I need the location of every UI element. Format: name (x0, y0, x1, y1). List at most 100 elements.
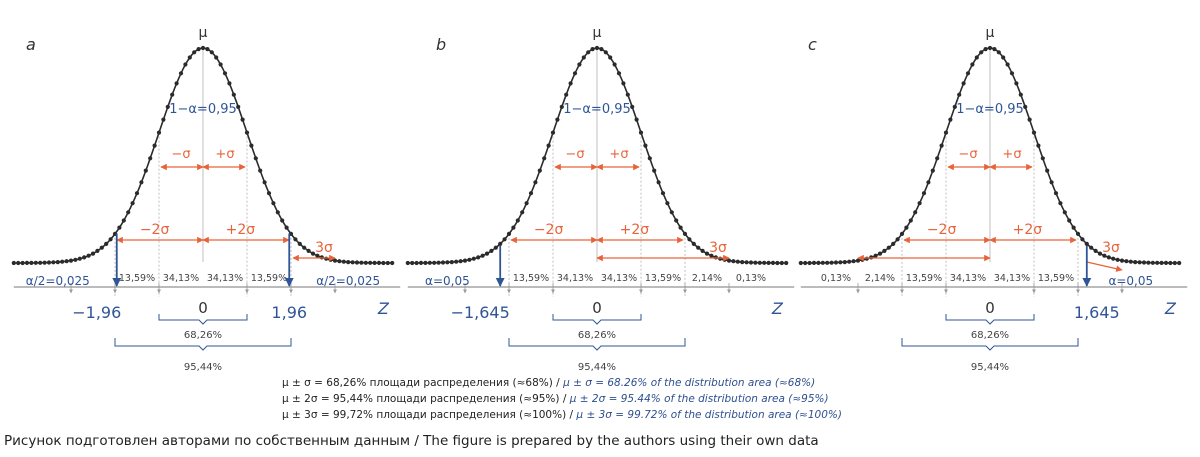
panel-b-curve-dots (405, 45, 789, 266)
panel-c-curve-dot (1146, 260, 1151, 265)
panel-c-curve-dot (1058, 201, 1063, 206)
panel-c-curve-dot (1023, 104, 1028, 109)
panel-c-three-sigma-tail-arrow (1086, 261, 1123, 272)
panel-a-curve-dot (108, 237, 113, 242)
panel-a-curve-dot (385, 260, 390, 266)
panel-c-curve-dot (886, 245, 891, 250)
panel-c-curve-dot (1040, 156, 1045, 161)
panel-b-percent-label: 34,13% (601, 273, 637, 284)
panel-c-curve-dot (1159, 260, 1164, 265)
panel-b-zero-label: 0 (592, 299, 602, 317)
panel-b-curve-dot (476, 255, 481, 260)
panel-b-curve-dot (652, 168, 657, 173)
panel-c-curve-dot (1018, 92, 1023, 97)
panel-c-curve-dot (1097, 251, 1103, 256)
panel-a-zero-label: 0 (198, 299, 208, 317)
panel-b-curve-dot (603, 50, 608, 55)
panel-b-curve-dot (440, 260, 446, 265)
panel-a-curve-dot (183, 62, 188, 67)
panel-a-curve-dot (178, 71, 184, 76)
panel-b-percent-label: 2,14% (692, 273, 722, 284)
panel-a-outer-brace (114, 338, 292, 351)
panel-c-curve-dot (798, 260, 803, 266)
panel-a-curve-dot (139, 180, 144, 185)
panel-c-curve-dot (974, 55, 979, 60)
panel-a-z-label: Z (377, 299, 390, 318)
panel-a-percent-label: 34,13% (163, 273, 199, 284)
panel-a-curve-dot (42, 260, 47, 265)
panel-b-inner-brace-label: 68,26% (578, 330, 616, 341)
panel-c-curve-dot (1177, 260, 1182, 266)
panel-c-plus-sigma-label: +σ (1002, 147, 1021, 162)
panel-c-curve-dot (908, 218, 913, 223)
panel-c-mu: μ (986, 25, 995, 41)
panel-b-curve-dot (410, 260, 415, 266)
panel-c-curve-dot (1049, 180, 1054, 185)
panel-c-right-tail-label: α=0,05 (1108, 274, 1153, 288)
panel-c-curve-dot (965, 71, 971, 76)
panel-b-curve-dot (555, 117, 560, 122)
panel-a-curve-dot (86, 253, 91, 258)
panel-b-curve-dot (484, 251, 490, 256)
panel-c-curve-dot (855, 258, 861, 263)
panel-a-curve-dot (302, 245, 307, 250)
panel-c-curve-dot (1031, 130, 1037, 135)
panel-b-left-tail-label: α=0,05 (425, 274, 470, 288)
panel-c-outer-brace-label: 95,44% (971, 362, 1009, 373)
panel-c-curve-dot (1150, 260, 1155, 265)
panel-a-curve-dot (227, 81, 232, 86)
panel-a-curve-dot (258, 168, 263, 173)
panel-b-curve-dot (744, 260, 749, 265)
panel-c-curve-dot (816, 260, 821, 265)
panel-c-curve-dot (1102, 253, 1107, 258)
panel-c-curve-dot (939, 143, 944, 148)
legend-line-2: μ ± 2σ = 95,44% площади распределения (≈… (282, 393, 829, 405)
panel-b-curve-dot (665, 201, 670, 206)
panel-a-curve-dot (24, 260, 30, 265)
panel-c-zero-label: 0 (985, 299, 995, 317)
panel-c-curve-dot (935, 156, 940, 161)
panel-b-curve-dot (449, 260, 454, 265)
panel-b-curve-dot (682, 231, 688, 236)
panel-a-curve-dot (293, 237, 298, 242)
panel-a-curve-dot (33, 260, 38, 265)
panel-a-outer-brace-label: 95,44% (184, 362, 222, 373)
panel-c-curve-dot (838, 260, 843, 265)
panel-c-curve-dot (1172, 260, 1177, 266)
panel-b-curve-dot (454, 259, 459, 264)
panel-b-curve-dot (634, 117, 639, 122)
panel-b: b μ Z 1−α=0,95 −σ +σ −2σ +2σ 3σ 13,59% 34,13% 34,13… (405, 25, 795, 373)
panel-c-curve-dot (1106, 255, 1111, 260)
panel-c-curve-dot (899, 231, 905, 236)
panel-a-curve-dot (350, 260, 355, 265)
panel-b-curve-dot (427, 260, 432, 265)
panel-b-curve-dot (638, 130, 644, 135)
panel-b-curve-dot (700, 248, 705, 253)
panel-b-curve-dot (511, 225, 516, 230)
panel-c-curve-dot (930, 168, 935, 173)
panel-b-curve-dot (577, 62, 582, 67)
panel-c-curve-dot (943, 130, 949, 135)
panel-c-curve-dot (992, 47, 997, 52)
panel-a-curve-dot (126, 210, 131, 215)
panel-a-curve-dot (271, 201, 276, 206)
panel-c-curve-dot (1093, 248, 1098, 253)
panel-a-curve-dot (231, 92, 236, 97)
panel-a-left-critical-value: −1,96 (72, 303, 121, 322)
panel-c-curve-dot (1080, 237, 1085, 242)
legend-line-3-en: μ ± 3σ = 99.72% of the distribution area… (576, 409, 842, 421)
panel-a-curve-dot (262, 180, 267, 185)
panel-c-curve-dot (842, 260, 847, 265)
panel-c-curve-dot (1014, 81, 1019, 86)
panel-b-curve-dot (502, 237, 507, 242)
panel-b-curve-dot (674, 218, 679, 223)
panel-b-curve-dot (770, 260, 776, 265)
panel-c-curve-dot (833, 260, 839, 265)
panel-b-curve-dot (630, 104, 635, 109)
panel-a-left-tail-label: α/2=0,025 (26, 274, 90, 288)
panel-b-curve-dot (520, 210, 525, 215)
panel-c-curve-dot (904, 225, 909, 230)
panel-c-curve-dot (811, 260, 817, 265)
panel-c-curve-dot (1163, 260, 1169, 265)
panel-a-curve-dot (346, 260, 351, 265)
